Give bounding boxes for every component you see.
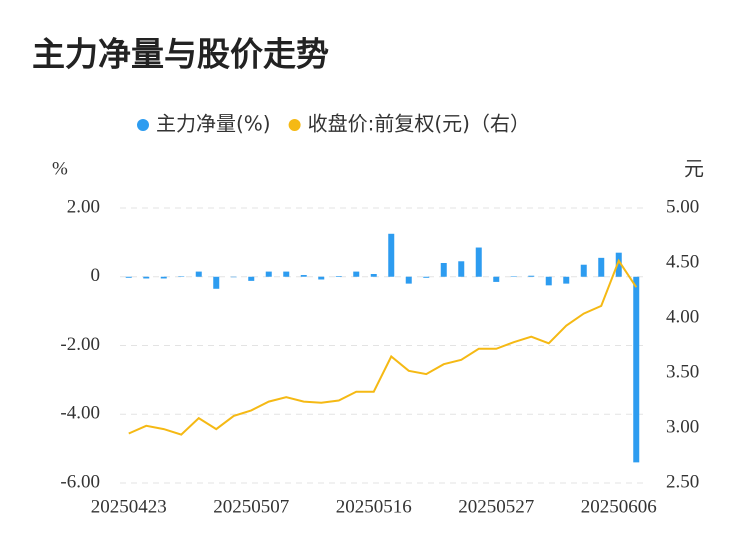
bar xyxy=(265,271,272,277)
bar xyxy=(615,252,622,277)
legend-marker xyxy=(288,119,301,131)
bar xyxy=(458,261,465,277)
x-tick-label: 20250516 xyxy=(336,496,412,517)
bar xyxy=(475,247,482,277)
bar xyxy=(598,257,605,277)
bar xyxy=(370,274,377,277)
bar xyxy=(388,233,395,277)
x-tick-label: 20250423 xyxy=(91,496,167,517)
legend-label: 收盘价:前复权(元)（右） xyxy=(308,112,530,136)
y2-tick-label: 2.50 xyxy=(666,471,699,492)
bar xyxy=(178,276,185,277)
y-tick-label: -4.00 xyxy=(60,403,100,424)
y2-tick-label: 5.00 xyxy=(666,196,699,217)
x-tick-label: 20250606 xyxy=(581,496,657,517)
y-tick-label: -2.00 xyxy=(60,334,100,355)
legend-label: 主力净量(%) xyxy=(156,112,271,136)
bar xyxy=(510,276,517,277)
bar xyxy=(125,276,132,278)
bar xyxy=(160,276,167,279)
bar xyxy=(318,276,325,280)
bar xyxy=(405,276,412,284)
bar xyxy=(248,276,255,281)
line xyxy=(128,258,638,436)
bar xyxy=(335,276,342,277)
bar xyxy=(633,276,640,463)
legend-marker xyxy=(137,119,149,131)
y2-tick-label: 3.50 xyxy=(666,361,699,382)
bar xyxy=(545,276,552,286)
bar xyxy=(300,275,307,277)
bar xyxy=(213,276,220,289)
y-axis-label: % xyxy=(52,158,68,179)
bar xyxy=(353,271,360,277)
bar xyxy=(528,275,535,277)
bar xyxy=(283,271,290,277)
y2-axis-label: 元 xyxy=(684,157,704,181)
y-tick-label: -6.00 xyxy=(60,471,100,492)
bar xyxy=(440,263,447,277)
y-tick-label: 2.00 xyxy=(67,196,100,217)
bar xyxy=(563,276,570,284)
bar xyxy=(423,276,430,278)
y2-tick-label: 4.00 xyxy=(666,306,699,327)
bar xyxy=(143,276,150,279)
bar xyxy=(493,276,500,282)
x-tick-label: 20250527 xyxy=(458,496,534,517)
bar xyxy=(195,271,202,277)
bar xyxy=(580,264,587,277)
y-tick-label: 0 xyxy=(91,265,101,286)
bar xyxy=(230,276,237,278)
x-tick-label: 20250507 xyxy=(213,496,289,517)
y2-tick-label: 4.50 xyxy=(666,251,699,272)
chart-title: 主力净量与股价走势 xyxy=(32,35,329,74)
y2-tick-label: 3.00 xyxy=(666,416,699,437)
